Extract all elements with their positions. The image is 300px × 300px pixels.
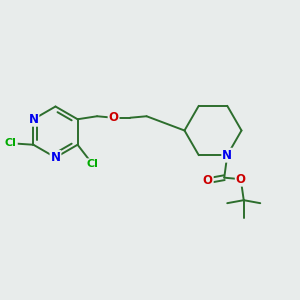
- Text: N: N: [222, 149, 232, 162]
- Text: O: O: [236, 173, 246, 186]
- Text: N: N: [28, 113, 38, 126]
- Text: Cl: Cl: [87, 159, 98, 169]
- Text: O: O: [109, 111, 118, 124]
- Text: Cl: Cl: [5, 138, 17, 148]
- Text: N: N: [50, 151, 61, 164]
- Text: O: O: [203, 174, 213, 187]
